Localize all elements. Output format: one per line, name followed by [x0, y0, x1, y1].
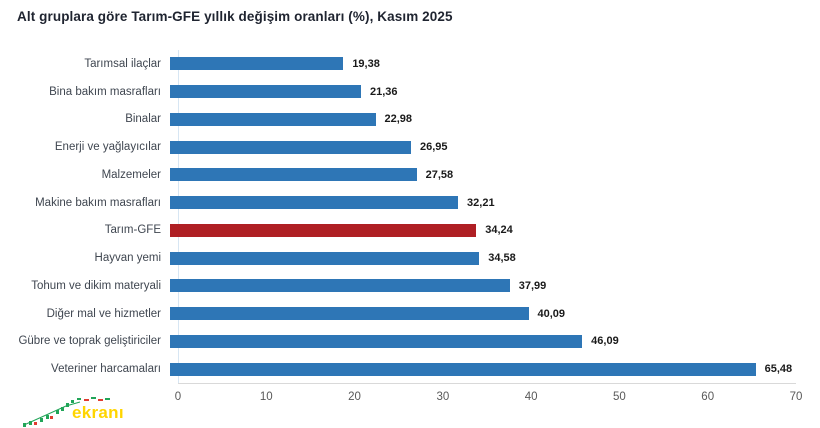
chart-row: Binalar 22,98 [0, 106, 796, 134]
bar [170, 196, 459, 210]
chart-row: Bina bakım masrafları 21,36 [0, 78, 796, 106]
value-label: 32,21 [467, 196, 495, 209]
x-tick-label: 70 [789, 391, 803, 403]
bar [170, 112, 376, 126]
value-label: 37,99 [518, 279, 547, 292]
category-label: Binalar [125, 113, 161, 126]
category-label: Hayvan yemi [94, 252, 161, 265]
category-label: Veteriner harcamaları [51, 363, 161, 376]
plot-area: 34,58 [170, 244, 796, 272]
bar [170, 223, 477, 237]
bar [170, 362, 756, 376]
x-axis-ticks: 0 10 20 30 40 50 60 70 [174, 391, 803, 407]
category-label: Diğer mal ve hizmetler [46, 307, 161, 320]
chart-row: Gübre ve toprak geliştiriciler 46,09 [0, 328, 796, 356]
plot-area: 34,24 [170, 217, 796, 245]
watermark-logo: ekranı [14, 396, 144, 428]
x-tick-label: 10 [259, 391, 273, 403]
value-label: 26,95 [420, 141, 448, 154]
x-tick-label: 50 [613, 391, 626, 403]
bar [170, 57, 344, 71]
value-label: 65,48 [764, 363, 793, 376]
bar [170, 279, 510, 293]
bar [170, 85, 362, 99]
value-label: 34,58 [488, 252, 516, 265]
category-label: Bina bakım masrafları [49, 85, 161, 98]
category-label: Tarım-GFE [104, 224, 161, 237]
value-label: 19,38 [352, 57, 380, 70]
bar [170, 307, 529, 321]
plot-area: 26,95 [170, 133, 796, 161]
value-label: 27,58 [425, 168, 454, 181]
x-axis-line [178, 383, 796, 384]
bar [170, 168, 417, 182]
watermark-text: ekranı [72, 403, 124, 422]
x-tick-label: 60 [701, 391, 715, 403]
plot-area: 65,48 [170, 355, 796, 383]
x-tick-label: 30 [436, 391, 450, 403]
category-label: Enerji ve yağlayıcılar [54, 141, 161, 154]
chart-row: Enerji ve yağlayıcılar 26,95 [0, 133, 796, 161]
x-tick-label: 20 [348, 391, 361, 403]
category-label: Makine bakım masrafları [35, 196, 161, 209]
chart-row: Tohum ve dikim materyali 37,99 [0, 272, 796, 300]
x-tick-label: 0 [174, 391, 182, 403]
value-label: 46,09 [591, 335, 619, 348]
category-label: Tohum ve dikim materyali [31, 279, 161, 292]
chart-row: Makine bakım masrafları 32,21 [0, 189, 796, 217]
bar [170, 140, 411, 154]
bar [170, 251, 480, 265]
category-label: Malzemeler [101, 168, 161, 181]
plot-area: 21,36 [170, 78, 796, 106]
x-tick-label: 40 [524, 391, 538, 403]
chart-row: Hayvan yemi 34,58 [0, 244, 796, 272]
plot-area: 46,09 [170, 328, 796, 356]
chart-row: Malzemeler 27,58 [0, 161, 796, 189]
chart-row: Veteriner harcamaları 65,48 [0, 355, 796, 383]
plot-area: 37,99 [170, 272, 796, 300]
chart-row: Tarım-GFE 34,24 [0, 217, 796, 245]
plot-area: 40,09 [170, 300, 796, 328]
plot-area: 27,58 [170, 161, 796, 189]
chart-row: Tarımsal ilaçlar 19,38 [0, 50, 796, 78]
value-label: 22,98 [384, 113, 413, 126]
plot-area: 19,38 [170, 50, 796, 78]
bar [170, 334, 583, 348]
value-label: 34,24 [485, 224, 513, 237]
chart-row: Diğer mal ve hizmetler 40,09 [0, 300, 796, 328]
chart-title: Alt gruplara göre Tarım-GFE yıllık değiş… [17, 9, 453, 24]
value-label: 40,09 [537, 307, 566, 320]
bar-rows: Tarımsal ilaçlar 19,38 Bina bakım masraf… [0, 50, 796, 383]
category-label: Gübre ve toprak geliştiriciler [18, 335, 161, 348]
category-label: Tarımsal ilaçlar [84, 57, 161, 70]
y-axis-line [178, 50, 179, 383]
candlestick-trend-icon [23, 397, 110, 427]
value-label: 21,36 [370, 85, 398, 98]
plot-area: 22,98 [170, 106, 796, 134]
plot-area: 32,21 [170, 189, 796, 217]
